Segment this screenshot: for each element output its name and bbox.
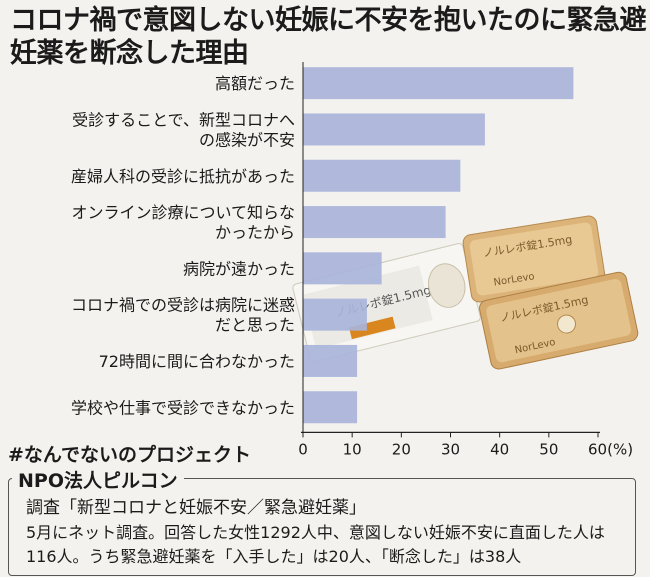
category-label: オンライン診療について知らな (71, 203, 295, 222)
category-label: かったから (215, 223, 295, 242)
source-box (8, 478, 636, 576)
x-tick-label: 50 (539, 440, 558, 458)
bar (303, 298, 367, 331)
bars-layer (303, 67, 574, 424)
bar (303, 391, 358, 424)
x-tick-label: 30 (441, 440, 460, 458)
bar (303, 159, 461, 192)
x-tick-label: 0 (298, 440, 308, 458)
x-tick-label: 60(%) (588, 440, 633, 458)
bar-chart: ノルレボ錠1.5mg ノルレボ錠1.5mg NorLevo ノルレボ錠1.5mg… (71, 62, 639, 458)
category-label: 受診することで、新型コロナへ (72, 110, 295, 129)
category-label: 高額だった (215, 74, 295, 93)
category-label: の感染が不安 (199, 130, 295, 149)
category-label: 72時間に間に合わなかった (99, 352, 295, 371)
bar (303, 344, 358, 377)
bar (303, 67, 574, 100)
source-description: 5月にネット調査。回答した女性1292人中、意図しない妊娠不安に直面した人は11… (26, 523, 605, 566)
source-organization: NPO法人ピルコン (12, 466, 184, 493)
category-label: 学校や仕事で受診できなかった (71, 398, 295, 417)
x-tick-label: 40 (490, 440, 509, 458)
x-axis: 0 10 20 30 40 50 60(%) (298, 62, 633, 458)
category-label: だと思った (215, 316, 295, 335)
x-tick-label: 20 (392, 440, 411, 458)
category-label: 病院が遠かった (183, 259, 295, 278)
bar (303, 252, 382, 285)
category-label: 産婦人科の受診に抵抗があった (71, 167, 295, 186)
bar (303, 113, 485, 146)
x-tick-label: 10 (343, 440, 362, 458)
category-labels: 高額だった受診することで、新型コロナへの感染が不安産婦人科の受診に抵抗があったオ… (71, 74, 295, 417)
category-label: コロナ禍での受診は病院に迷惑 (71, 296, 295, 315)
bar (303, 206, 446, 239)
project-hashtag: #なんでないのプロジェクト (8, 444, 251, 466)
chart-title: コロナ禍で意図しない妊娠に不安を抱いたのに緊急避妊薬を断念した理由 (10, 5, 647, 69)
source-survey-title: 調査「新型コロナと妊娠不安／緊急避妊薬」 (26, 498, 366, 518)
emergency-contraceptive-photo: ノルレボ錠1.5mg ノルレボ錠1.5mg NorLevo ノルレボ錠1.5mg… (292, 215, 639, 370)
